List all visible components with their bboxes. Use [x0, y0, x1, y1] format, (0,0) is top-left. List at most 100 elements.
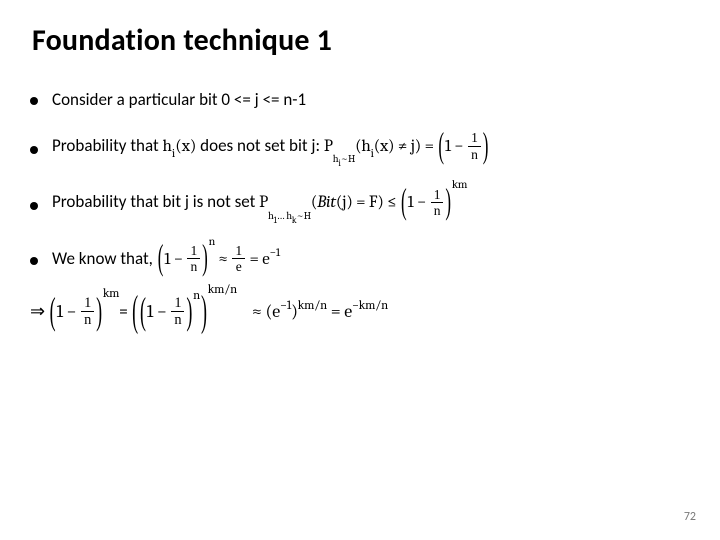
frac-1n-5: 1n	[171, 296, 184, 328]
j: (j)	[336, 193, 353, 212]
frac-1e: 1e	[232, 244, 245, 274]
P2: P	[259, 193, 268, 212]
h2: h	[361, 137, 370, 156]
one-minus3: 1 −	[164, 250, 186, 269]
den-1e: e	[232, 259, 245, 274]
exp-n2: n	[193, 289, 200, 303]
frac-1n-2: 1n	[431, 188, 444, 218]
num-1e: 1	[232, 244, 245, 260]
lp3: (	[158, 236, 163, 281]
lp6: (	[140, 287, 146, 334]
den2: n	[431, 203, 444, 218]
b2-hix: hi(x)	[163, 137, 201, 156]
lp4: (	[50, 287, 56, 334]
bullet-3-text: Probability that bit j is not set Ph1… h…	[52, 188, 690, 222]
exp-km2: km	[103, 287, 119, 301]
P2-1: 1	[274, 216, 277, 226]
exp-km1: km	[452, 177, 467, 191]
bullet-dot	[30, 97, 38, 105]
e2: e	[272, 301, 280, 322]
page-number: 72	[684, 510, 696, 524]
bullet-4-text: We know that, (1 − 1n)n ≈ 1e = e−1	[52, 245, 690, 275]
frac-1n-1: 1n	[468, 131, 481, 161]
eq1: =	[421, 137, 437, 156]
den1: n	[468, 147, 481, 162]
b4-math: (1 − 1n)n ≈ 1e = e−1	[157, 250, 280, 269]
rp4: )	[96, 287, 102, 334]
bullet-2-text: Probability that hi(x) does not set bit …	[52, 132, 690, 166]
approx2: ≈	[248, 301, 265, 322]
leq: ≤	[384, 193, 400, 212]
eqF: = F	[353, 193, 378, 212]
P2-dots: …	[277, 210, 284, 222]
e3-exp: −km/n	[352, 299, 388, 313]
lp2: (	[401, 179, 406, 224]
e1: e	[262, 250, 269, 269]
bullet-4: We know that, (1 − 1n)n ≈ 1e = e−1	[30, 245, 690, 275]
lp5: (	[132, 284, 138, 338]
den5: n	[171, 312, 184, 327]
ofx: (x)	[175, 137, 196, 156]
one-minus4: 1 −	[56, 301, 80, 322]
num3: 1	[187, 244, 200, 260]
one-minus1: 1 −	[445, 137, 467, 156]
neqj: ≠ j	[394, 137, 414, 156]
P2-tildeH: ~H	[296, 210, 310, 222]
bullet-1-text: Consider a particular bit 0 <= j <= n-1	[52, 89, 690, 110]
e3: e	[344, 301, 352, 322]
b3-prefix: Probability that bit j is not set	[52, 191, 259, 212]
exp-n: n	[209, 234, 215, 248]
bullet-dot	[30, 257, 38, 265]
rp2: )	[445, 179, 450, 224]
slide-title: Foundation technique 1	[32, 22, 690, 59]
exp-kmn2: km/n	[298, 299, 327, 313]
rp3: )	[202, 236, 207, 281]
frac-1n-4: 1n	[81, 296, 94, 328]
frac-1n-3: 1n	[187, 244, 200, 274]
e1-exp: −1	[270, 245, 281, 259]
bullet-2: Probability that hi(x) does not set bit …	[30, 132, 690, 166]
i-sub: i	[172, 146, 175, 160]
eq3: =	[327, 301, 344, 322]
P-sub-i: i	[338, 159, 340, 169]
P2-h: h	[268, 210, 274, 222]
P-sub: hi~H	[333, 154, 355, 168]
bullet-dot	[30, 146, 38, 154]
eq-plain: =	[119, 301, 131, 322]
i-sub2: i	[371, 146, 374, 160]
Bit: Bit	[317, 193, 336, 212]
one-minus5: 1 −	[147, 301, 171, 322]
b4-prefix: We know that,	[52, 248, 157, 269]
slide: Foundation technique 1 Consider a partic…	[0, 0, 720, 540]
P: P	[324, 137, 333, 156]
num4: 1	[81, 296, 94, 312]
eq2: =	[246, 250, 262, 269]
den4: n	[81, 312, 94, 327]
implication-row: ⇒ (1 − 1n)km= ((1 − 1n)n)km/n ≈ (e−1)km/…	[30, 297, 690, 329]
P-sub-tildeH: ~H	[341, 153, 355, 165]
b2-rhs: Phi~H(hi(x) ≠ j) = (1 − 1n)	[324, 137, 489, 156]
implication-math: ⇒ (1 − 1n)km= ((1 − 1n)n)km/n ≈ (e−1)km/…	[30, 297, 690, 329]
b2-mid: does not set bit j:	[200, 135, 324, 156]
h: h	[163, 137, 172, 156]
e2-exp: −1	[280, 299, 291, 313]
implies: ⇒	[30, 301, 49, 322]
num5: 1	[171, 296, 184, 312]
exp-kmn1: km/n	[208, 283, 237, 297]
one-minus2: 1 −	[407, 193, 429, 212]
rp6: )	[186, 287, 192, 334]
slide-content: Consider a particular bit 0 <= j <= n-1 …	[30, 89, 690, 329]
b2-prefix: Probability that	[52, 135, 163, 156]
rp1: )	[483, 123, 488, 168]
num1: 1	[468, 131, 481, 147]
P2-k: k	[292, 216, 297, 226]
ofx2: (x)	[374, 137, 395, 156]
approx1: ≈	[215, 250, 231, 269]
bullet-3: Probability that bit j is not set Ph1… h…	[30, 188, 690, 222]
den3: n	[187, 259, 200, 274]
bullet-dot	[30, 202, 38, 210]
rp5: )	[201, 284, 207, 338]
lp1: (	[438, 123, 443, 168]
num2: 1	[431, 188, 444, 204]
b3-math: Ph1… hk~H(Bit(j) = F) ≤ (1 − 1n)km	[259, 193, 467, 212]
